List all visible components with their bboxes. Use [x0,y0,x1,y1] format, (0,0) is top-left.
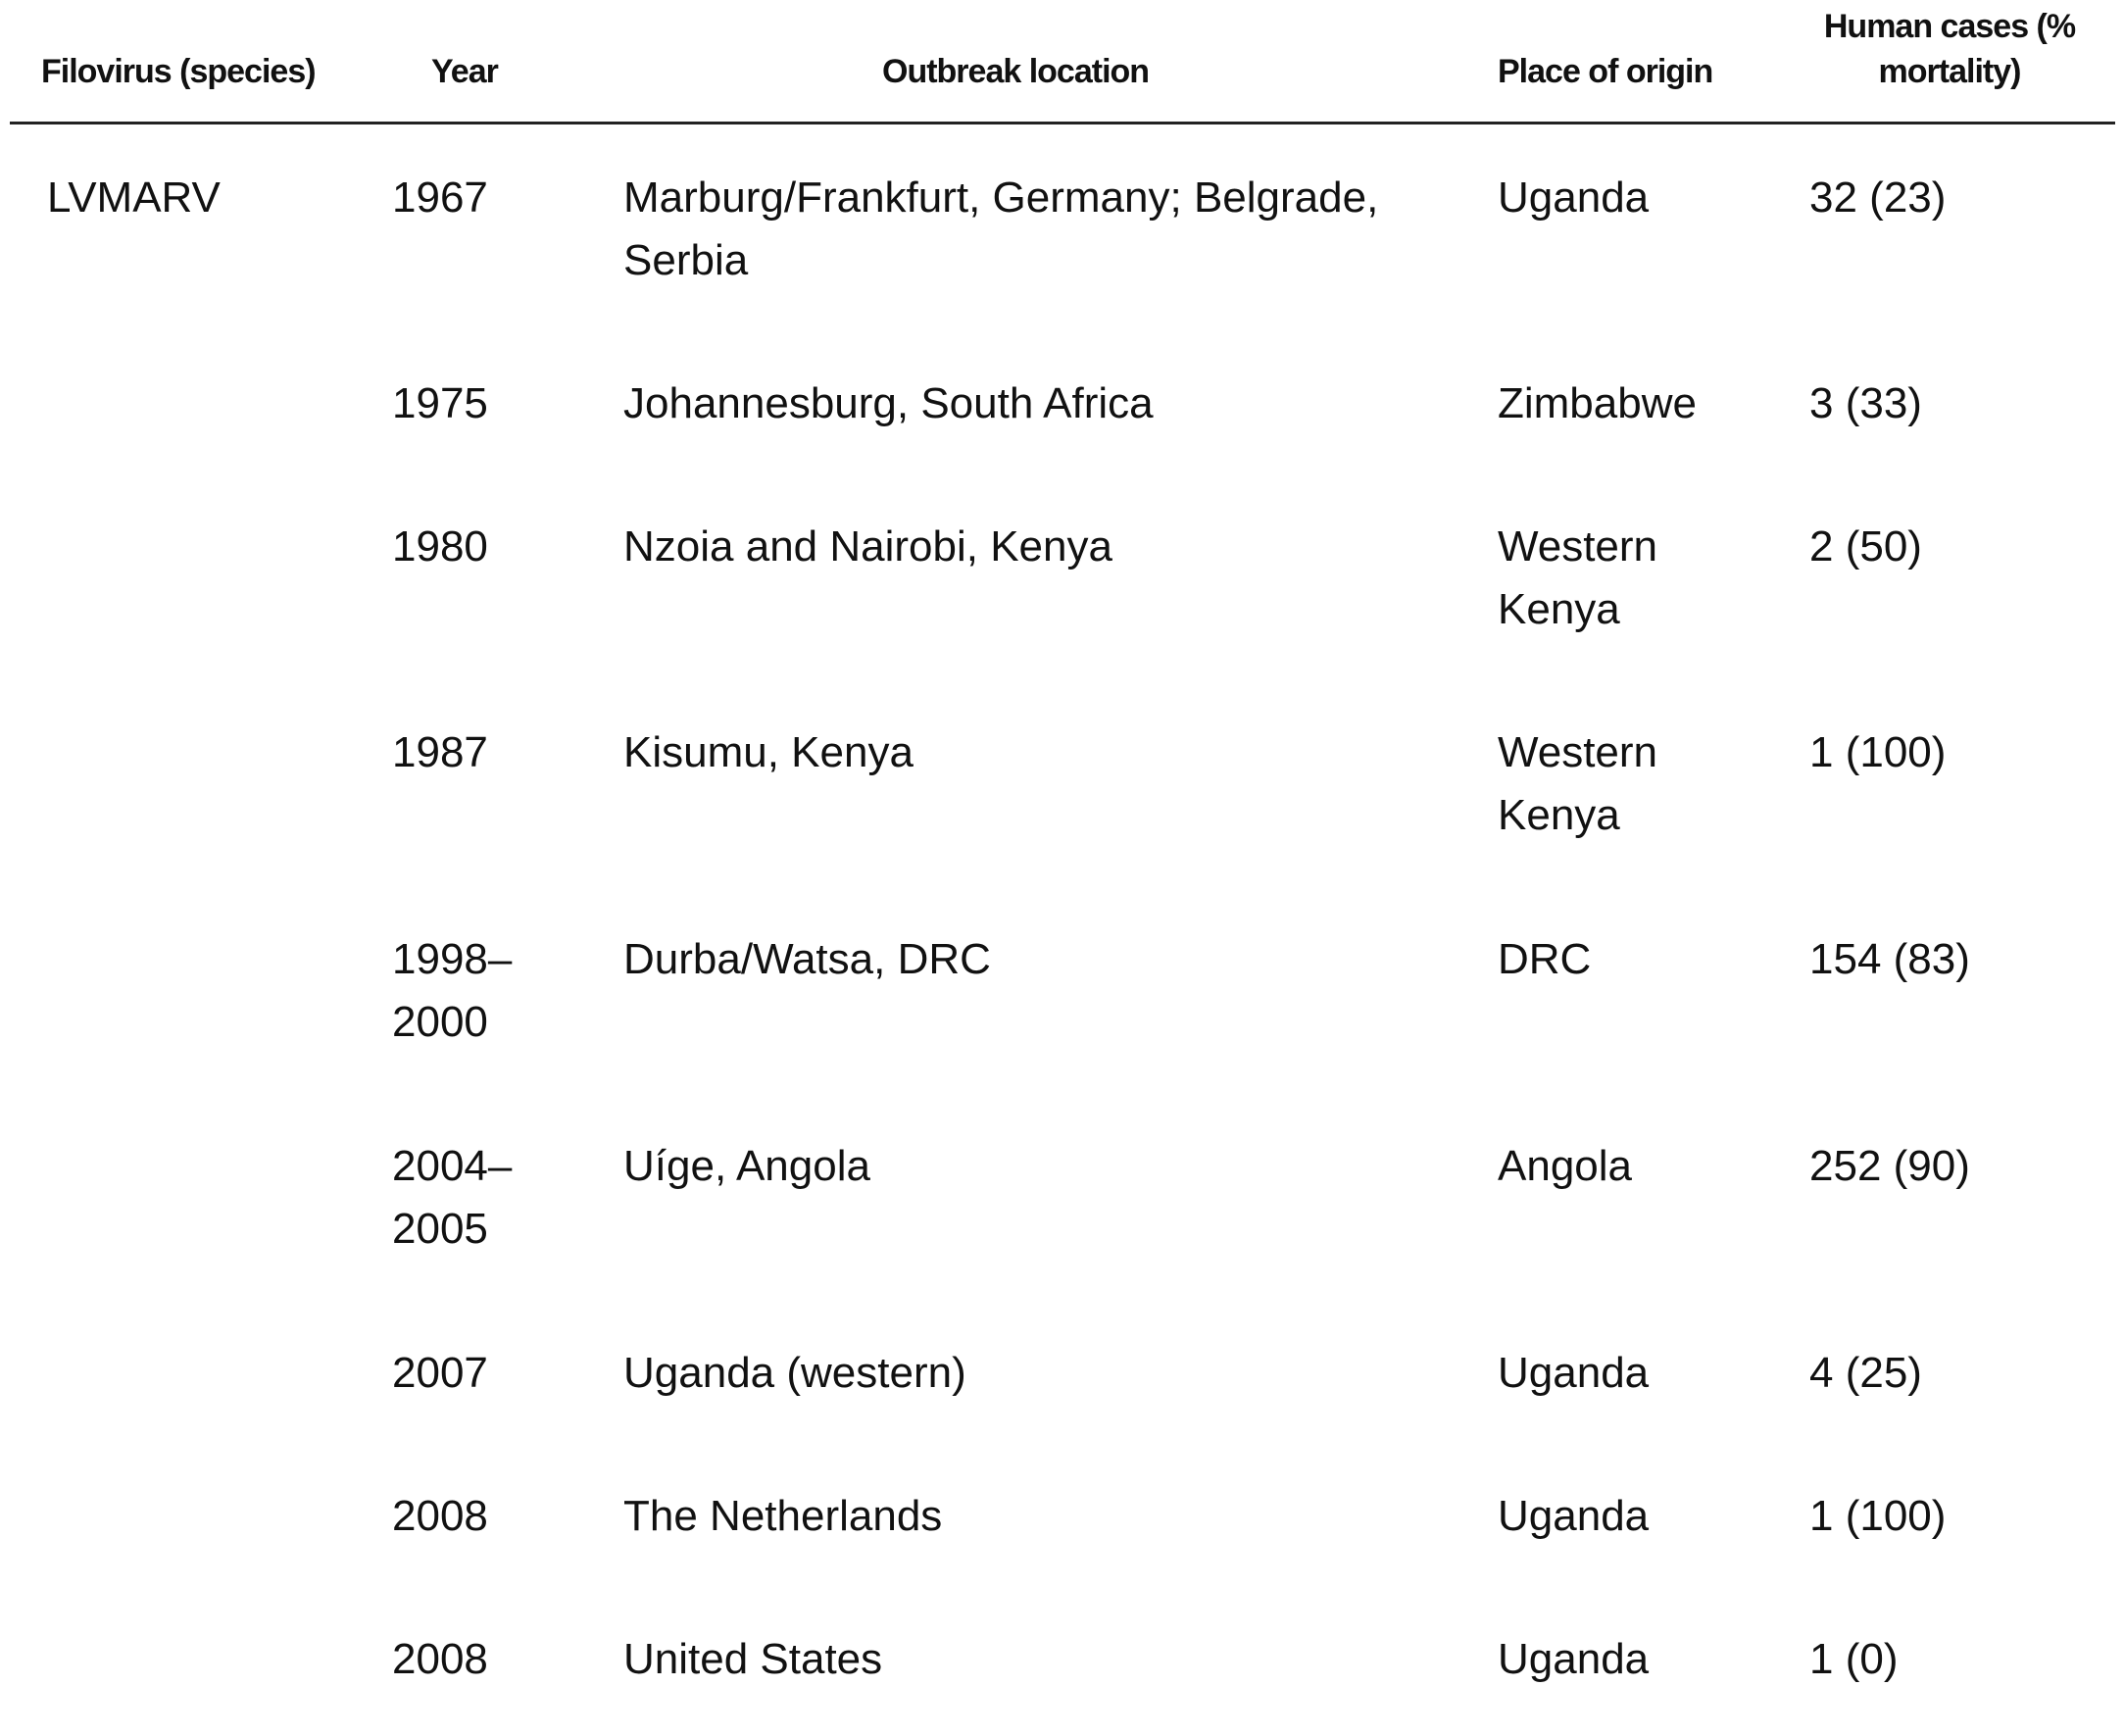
cell-location: Marburg/Frankfurt, Germany; Belgrade, Se… [623,174,1379,284]
cell-year: 1980 [392,522,488,570]
cell-year: 2008 [392,1635,488,1683]
cell-location: Kisumu, Kenya [623,728,914,776]
cell-cases: 1 (0) [1809,1635,1899,1683]
header-human-cases-line1: Human cases (% [1823,8,2076,45]
header-filovirus: Filovirus (species) [41,53,317,90]
cell-year: 2004–2005 [392,1142,513,1253]
header-human-cases: Human cases (% mortality) [1794,4,2105,94]
cell-location: United States [623,1635,883,1683]
cell-cases: 2 (50) [1809,522,1922,570]
cell-origin: Western Kenya [1498,728,1658,839]
cell-origin: Angola [1498,1142,1633,1190]
cell-origin: Uganda [1498,1492,1650,1540]
cell-year: 2008 [392,1492,488,1540]
cell-cases: 32 (23) [1809,174,1947,222]
cell-year: 2007 [392,1349,488,1397]
cell-origin: Zimbabwe [1498,379,1697,427]
cell-location: Durba/Watsa, DRC [623,935,991,983]
cell-cases: 4 (25) [1809,1349,1922,1397]
header-outbreak-location: Outbreak location [882,53,1150,90]
cell-origin: DRC [1498,935,1592,983]
header-place-of-origin: Place of origin [1498,53,1713,90]
cell-location: Nzoia and Nairobi, Kenya [623,522,1112,570]
cell-cases: 252 (90) [1809,1142,1970,1190]
cell-year: 1987 [392,728,488,776]
table-header: Filovirus (species) Year Outbreak locati… [10,0,2115,124]
cell-cases: 1 (100) [1809,1492,1947,1540]
cell-cases: 154 (83) [1809,935,1970,983]
cell-year: 1998–2000 [392,935,513,1046]
cell-year: 1967 [392,174,488,222]
cell-location: Uíge, Angola [623,1142,870,1190]
cell-filovirus: LVMARV [47,174,221,222]
cell-location: The Netherlands [623,1492,943,1540]
outbreak-table: Filovirus (species) Year Outbreak locati… [10,0,2115,1683]
cell-origin: Uganda [1498,1349,1650,1397]
cell-cases: 1 (100) [1809,728,1947,776]
cell-origin: Western Kenya [1498,522,1658,633]
header-human-cases-line2: mortality) [1878,53,2022,90]
cell-origin: Uganda [1498,1635,1650,1683]
cell-year: 1975 [392,379,488,427]
cell-origin: Uganda [1498,174,1650,222]
cell-cases: 3 (33) [1809,379,1922,427]
cell-location: Johannesburg, South Africa [623,379,1154,427]
header-year: Year [431,53,499,90]
cell-location: Uganda (western) [623,1349,966,1397]
